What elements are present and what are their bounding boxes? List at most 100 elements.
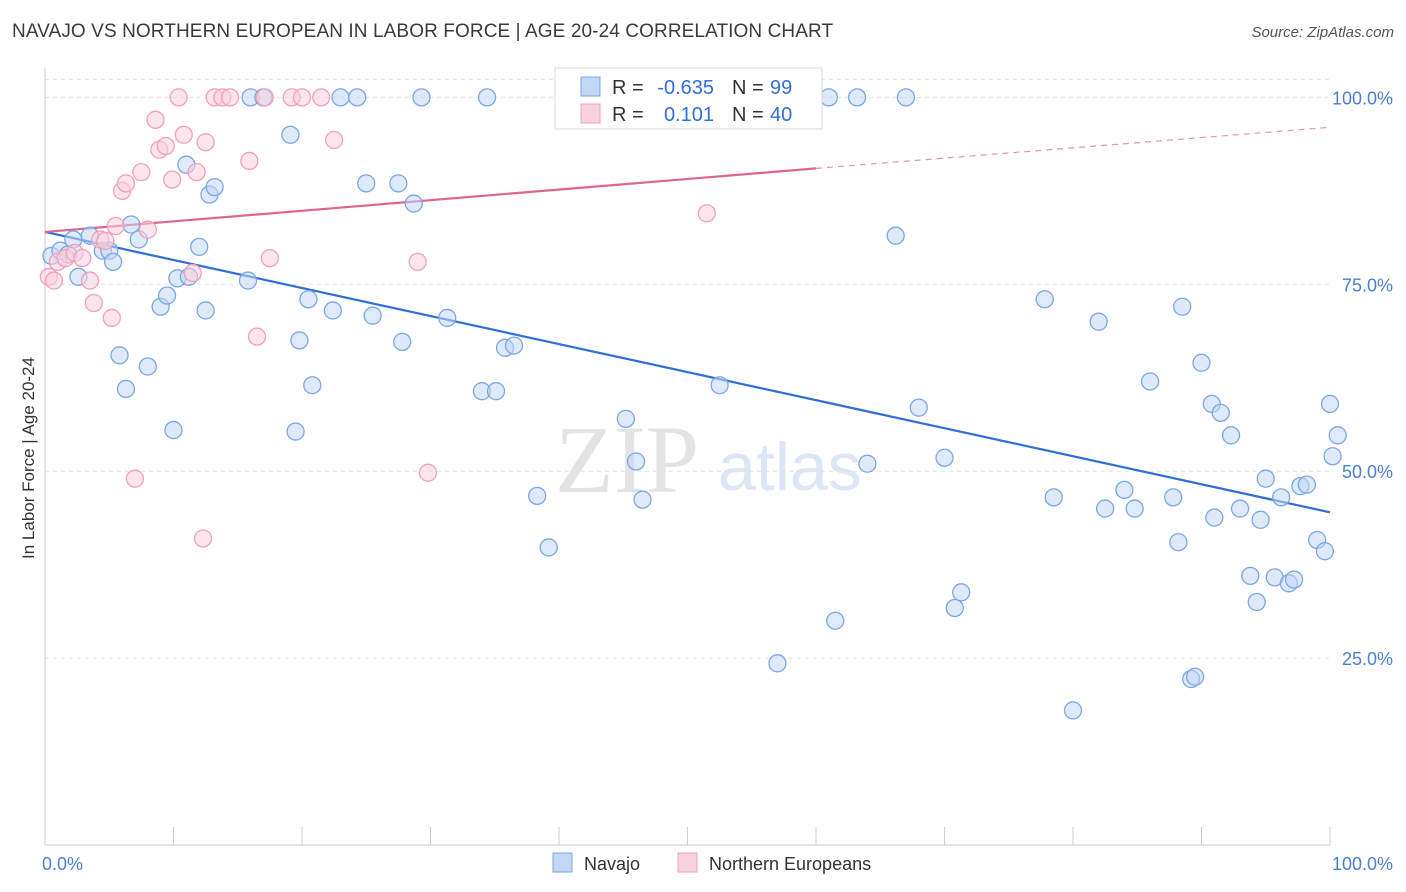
data-point-1-21 xyxy=(169,88,188,107)
data-point-0-60 xyxy=(896,88,916,107)
data-point-1-23 xyxy=(183,263,202,283)
data-point-0-36 xyxy=(363,306,382,325)
legend-swatch-northern-europeans xyxy=(677,852,698,873)
chart-source: Source: ZipAtlas.com xyxy=(1251,24,1394,41)
data-point-1-19 xyxy=(156,136,175,156)
data-point-0-72 xyxy=(1140,372,1160,391)
legend-swatch-navajo xyxy=(552,852,573,873)
data-point-0-23 xyxy=(205,177,224,197)
data-point-0-27 xyxy=(281,125,300,144)
stats-swatch-navajo xyxy=(580,76,601,97)
data-point-0-95 xyxy=(1315,542,1335,561)
data-point-1-9 xyxy=(96,231,115,251)
data-point-0-35 xyxy=(357,174,376,193)
data-point-1-35 xyxy=(292,88,312,107)
y-tick-label-1: 50.0% xyxy=(1342,462,1393,482)
stats-swatch-northern-europeans xyxy=(580,103,601,124)
data-point-0-86 xyxy=(1251,510,1270,529)
data-point-1-1 xyxy=(44,271,64,290)
data-point-0-87 xyxy=(1256,469,1275,488)
data-point-0-58 xyxy=(858,454,877,473)
data-point-0-51 xyxy=(633,490,652,509)
stats-n-label-northern-europeans: N = xyxy=(732,104,764,126)
data-point-1-6 xyxy=(80,271,100,290)
data-point-0-38 xyxy=(393,332,412,352)
data-point-0-78 xyxy=(1192,353,1211,372)
data-point-1-26 xyxy=(196,133,215,152)
data-point-0-75 xyxy=(1173,297,1192,316)
y-tick-label-2: 75.0% xyxy=(1342,275,1393,295)
data-point-0-55 xyxy=(819,88,838,107)
data-point-0-50 xyxy=(626,452,646,471)
data-point-0-82 xyxy=(1221,426,1241,445)
data-point-1-16 xyxy=(138,220,157,239)
data-point-0-41 xyxy=(438,308,457,328)
data-point-0-46 xyxy=(504,336,524,355)
x-tick-label-left: 0.0% xyxy=(42,854,83,874)
data-point-1-20 xyxy=(163,170,182,189)
data-point-0-30 xyxy=(299,290,318,309)
data-point-0-11 xyxy=(110,346,129,365)
data-point-1-30 xyxy=(240,151,259,171)
stats-n-label-navajo: N = xyxy=(732,77,764,99)
y-tick-labels: 25.0% 50.0% 75.0% 100.0% xyxy=(1332,88,1393,669)
data-point-0-84 xyxy=(1241,566,1260,586)
data-point-0-93 xyxy=(1297,475,1317,494)
data-point-0-24 xyxy=(238,271,258,290)
data-point-0-47 xyxy=(528,486,547,506)
trend-line-1 xyxy=(44,167,817,234)
data-point-1-36 xyxy=(312,88,331,107)
data-point-1-40 xyxy=(697,204,716,223)
y-tick-label-0: 25.0% xyxy=(1342,649,1393,669)
data-point-0-62 xyxy=(935,448,954,467)
data-point-1-29 xyxy=(220,88,240,107)
legend: Navajo Northern Europeans xyxy=(552,852,871,874)
data-point-0-91 xyxy=(1284,570,1304,589)
y-tick-label-3: 100.0% xyxy=(1332,88,1393,108)
stats-n-value-navajo: 99 xyxy=(770,77,792,99)
data-point-1-7 xyxy=(84,293,103,313)
data-point-0-65 xyxy=(1035,290,1054,309)
data-point-1-5 xyxy=(73,248,92,268)
data-point-1-31 xyxy=(247,327,267,346)
data-point-0-37 xyxy=(389,174,408,193)
data-point-0-15 xyxy=(157,286,177,305)
data-point-1-24 xyxy=(187,162,206,182)
data-point-0-18 xyxy=(164,420,183,440)
data-point-0-49 xyxy=(616,409,635,429)
stats-r-label-navajo: R = xyxy=(612,77,644,99)
data-point-0-69 xyxy=(1095,499,1115,518)
data-point-0-63 xyxy=(945,598,964,618)
data-point-0-34 xyxy=(348,88,367,107)
data-point-0-70 xyxy=(1115,480,1134,500)
data-point-0-61 xyxy=(909,398,928,417)
data-point-1-37 xyxy=(324,130,344,150)
axes xyxy=(44,68,1331,846)
stats-r-label-northern-europeans: R = xyxy=(612,104,644,126)
data-point-0-98 xyxy=(1323,447,1342,466)
data-point-1-17 xyxy=(146,110,165,129)
data-point-0-33 xyxy=(331,88,350,107)
x-tick-label-right: 100.0% xyxy=(1332,854,1393,874)
data-point-0-64 xyxy=(952,583,971,602)
data-point-0-96 xyxy=(1320,394,1340,414)
stats-r-value-northern-europeans: 0.101 xyxy=(664,104,714,126)
chart-title: NAVAJO VS NORTHERN EUROPEAN IN LABOR FOR… xyxy=(12,21,834,42)
data-point-0-42 xyxy=(477,88,497,107)
data-point-1-33 xyxy=(260,248,280,268)
data-point-0-12 xyxy=(116,379,136,399)
stats-box: R = -0.635 N = 99 R = 0.101 N = 40 xyxy=(554,67,823,130)
data-point-0-80 xyxy=(1205,508,1224,527)
legend-label-navajo: Navajo xyxy=(584,854,640,874)
data-point-1-13 xyxy=(116,174,136,193)
data-point-0-97 xyxy=(1328,426,1347,445)
data-point-0-81 xyxy=(1211,403,1230,423)
data-point-0-56 xyxy=(826,611,845,630)
stats-r-value-navajo: -0.635 xyxy=(657,77,714,99)
data-point-0-71 xyxy=(1125,499,1144,518)
data-point-0-32 xyxy=(323,301,342,320)
data-points xyxy=(39,88,1347,720)
data-point-1-39 xyxy=(418,463,438,482)
data-point-0-20 xyxy=(190,237,209,257)
